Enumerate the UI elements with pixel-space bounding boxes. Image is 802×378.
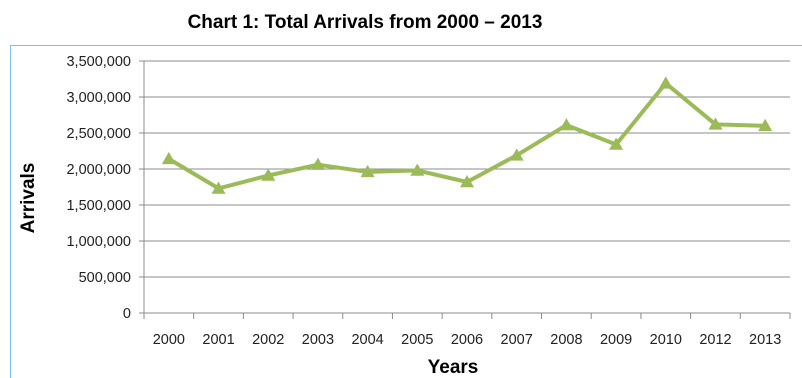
- y-tick-label: 1,500,000: [66, 198, 131, 214]
- x-tick-label: 2000: [153, 332, 185, 348]
- data-point-2006: [460, 174, 474, 188]
- y-tick-label: 3,500,000: [66, 54, 131, 70]
- chart-title: Chart 1: Total Arrivals from 2000 – 2013: [188, 12, 543, 33]
- data-point-2002: [261, 168, 276, 181]
- x-tick-label: 2001: [202, 332, 234, 348]
- x-tick-label: 2008: [550, 332, 582, 348]
- y-axis-title: Arrivals: [18, 163, 39, 234]
- y-tick-label: 0: [123, 306, 131, 322]
- series-line-arrivals: [167, 81, 766, 191]
- chart-frame: [10, 45, 802, 378]
- data-point-2013: [758, 118, 773, 132]
- y-tick-labels: 0 500,000 1,000,000 1,500,000 2,000,000 2,500…: [66, 54, 131, 322]
- y-tick-label: 3,000,000: [66, 90, 131, 106]
- data-point-2005: [410, 163, 425, 176]
- x-tick-label: 2009: [600, 332, 632, 348]
- y-tick-label: 500,000: [79, 270, 131, 286]
- data-point-2004: [360, 164, 375, 178]
- data-point-2001: [211, 181, 226, 194]
- axes: [139, 60, 791, 319]
- x-tick-label: 2004: [351, 332, 383, 348]
- x-tick-label: 2006: [451, 332, 483, 348]
- x-tick-label: 2013: [749, 332, 781, 348]
- data-point-2003: [310, 157, 325, 170]
- data-point-2012: [708, 117, 723, 130]
- x-tick-label: 2007: [501, 332, 533, 348]
- x-tick-label: 2010: [650, 332, 682, 348]
- data-point-2000: [161, 151, 176, 165]
- data-point-2008: [559, 118, 574, 131]
- y-tick-label: 1,000,000: [66, 234, 131, 250]
- data-point-2010: [658, 76, 673, 89]
- x-tick-label: 2003: [302, 332, 334, 348]
- x-tick-label: 2012: [699, 332, 731, 348]
- data-point-2007: [509, 148, 524, 161]
- y-tick-label: 2,500,000: [66, 126, 131, 142]
- x-tick-label: 2002: [252, 332, 284, 348]
- y-tick-label: 2,000,000: [66, 162, 131, 178]
- gridlines: [144, 60, 790, 278]
- x-tick-label: 2005: [401, 332, 433, 348]
- x-axis-title: Years: [428, 357, 479, 378]
- series-markers: [161, 76, 773, 194]
- data-point-2009: [609, 137, 624, 150]
- x-tick-labels: 2000 2001 2002 2003 2004 2005 2006 2007 2008 2009…: [153, 332, 782, 348]
